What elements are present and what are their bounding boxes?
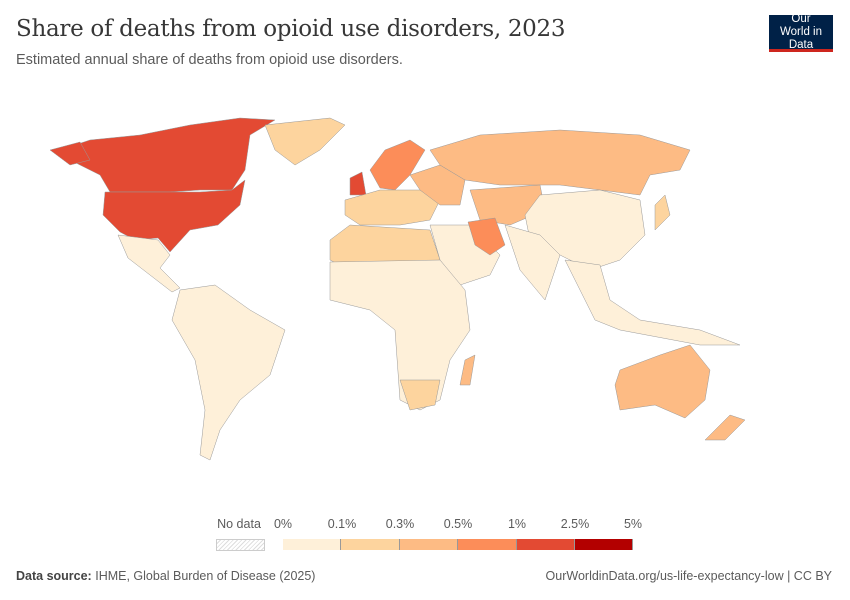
region-japan[interactable] — [654, 194, 671, 231]
region-south-america[interactable] — [171, 284, 286, 461]
legend-bin[interactable] — [283, 539, 342, 550]
region-mexico-central-america[interactable] — [117, 234, 181, 293]
data-source-text: IHME, Global Burden of Disease (2025) — [95, 569, 316, 583]
legend-tick: 1% — [507, 517, 527, 531]
chart-subtitle: Estimated annual share of deaths from op… — [16, 52, 403, 68]
region-usa[interactable] — [102, 179, 246, 253]
region-southern-africa[interactable] — [399, 379, 441, 411]
region-western-europe[interactable] — [344, 189, 441, 226]
logo-text: Our World in Data — [780, 12, 822, 51]
legend-bin[interactable] — [575, 539, 634, 550]
legend-tick: 2.5% — [560, 517, 590, 531]
legend-tick: 5% — [623, 517, 643, 531]
region-uk[interactable] — [349, 171, 367, 196]
region-scandinavia[interactable] — [369, 139, 426, 191]
legend-tick: 0.3% — [385, 517, 415, 531]
legend-tick: 0.1% — [327, 517, 357, 531]
region-southeast-asia[interactable] — [564, 259, 741, 346]
data-source-label: Data source: — [16, 569, 92, 583]
legend-bin[interactable] — [516, 539, 575, 550]
region-iran[interactable] — [467, 217, 506, 256]
region-new-zealand[interactable] — [704, 414, 746, 441]
legend-bin[interactable] — [399, 539, 459, 550]
chart-title: Share of deaths from opioid use disorder… — [16, 16, 566, 42]
region-australia[interactable] — [614, 344, 711, 419]
region-south-asia[interactable] — [504, 224, 561, 301]
region-alaska[interactable] — [49, 141, 91, 166]
region-canada[interactable] — [59, 117, 276, 193]
region-greenland[interactable] — [264, 117, 346, 166]
legend-no-data-swatch[interactable] — [216, 539, 265, 551]
legend-no-data-label: No data — [217, 517, 261, 531]
legend-bin[interactable] — [458, 539, 517, 550]
region-sub-saharan-africa[interactable] — [329, 259, 471, 411]
world-map[interactable] — [0, 100, 850, 500]
source-url[interactable]: OurWorldinData.org/us-life-expectancy-lo… — [545, 569, 832, 583]
region-russia[interactable] — [429, 129, 691, 196]
owid-logo[interactable]: Our World in Data — [769, 12, 833, 52]
legend-tick: 0% — [273, 517, 293, 531]
legend-bin[interactable] — [341, 539, 400, 550]
region-madagascar[interactable] — [459, 354, 476, 386]
legend-tick: 0.5% — [443, 517, 473, 531]
data-source: Data source: IHME, Global Burden of Dise… — [16, 569, 315, 583]
legend: No data 0% 0.1% 0.3% 0.5% 1% 2.5% 5% — [0, 512, 850, 552]
